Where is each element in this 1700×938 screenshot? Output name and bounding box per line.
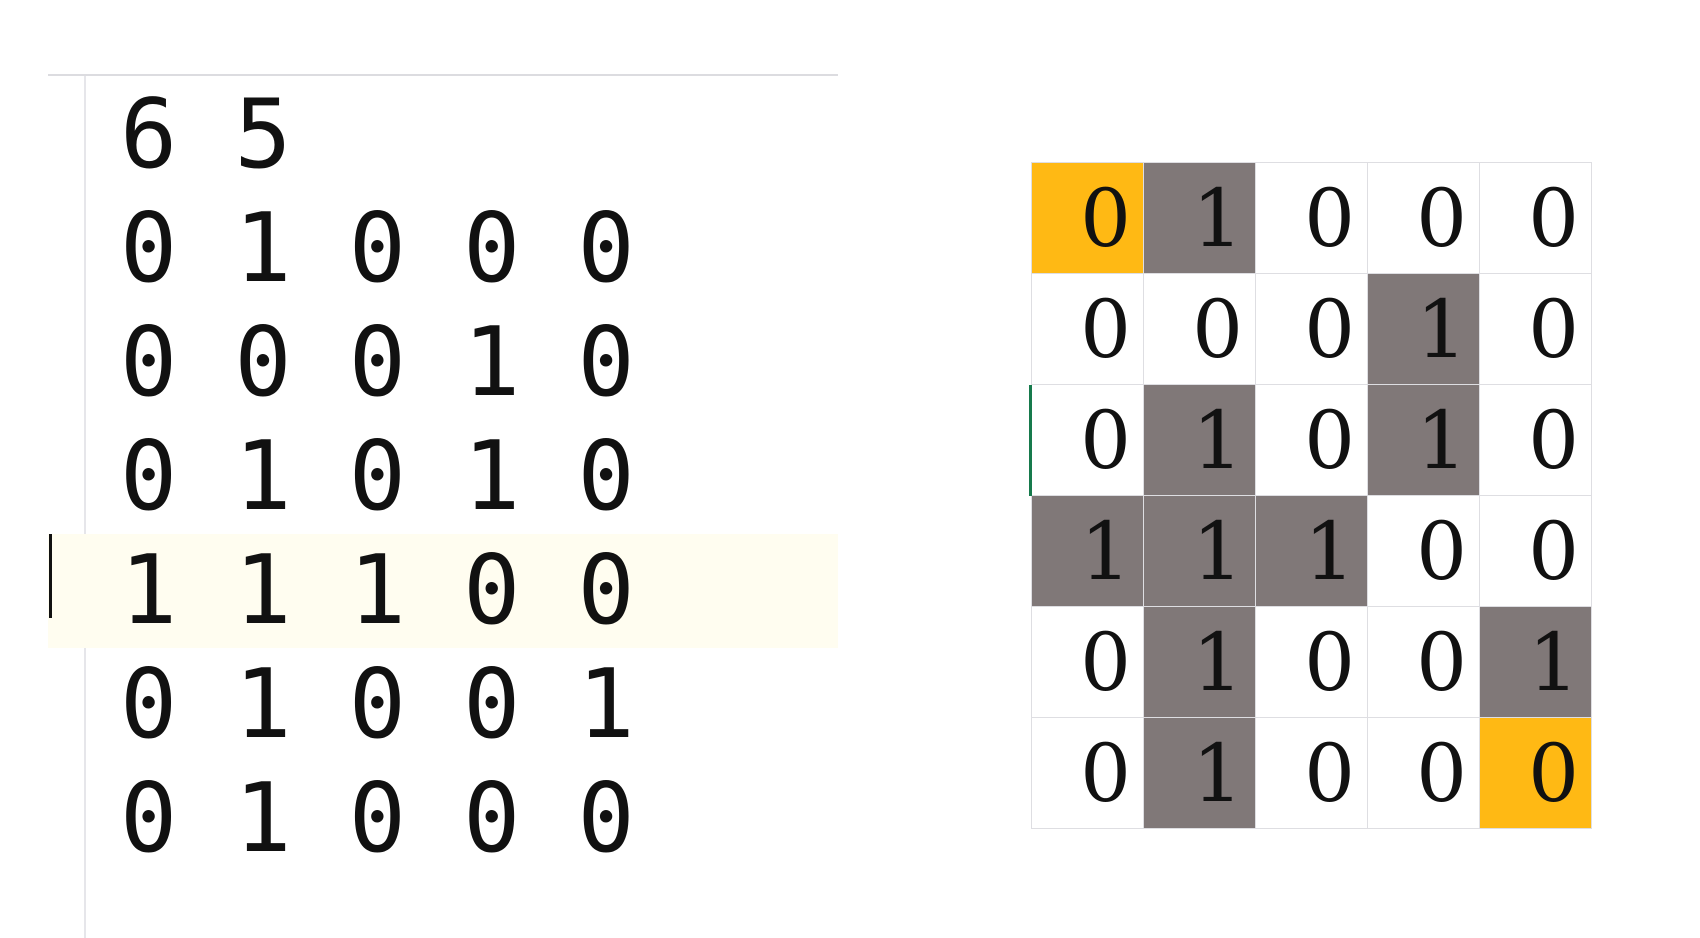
grid-cell[interactable]: 1: [1143, 717, 1256, 829]
grid-cell[interactable]: 0: [1367, 495, 1480, 607]
grid-cell[interactable]: 1: [1367, 384, 1480, 496]
grid-cell[interactable]: 0: [1479, 384, 1592, 496]
text-caret: [49, 534, 52, 618]
line-text: 1 1 1 0 0: [120, 536, 635, 646]
editor-line[interactable]: 0 1 0 0 0: [48, 762, 838, 876]
grid-cell[interactable]: 0: [1031, 162, 1144, 274]
grid-cell[interactable]: 0: [1479, 273, 1592, 385]
editor-gutter: [84, 76, 86, 938]
grid-cell[interactable]: 1: [1367, 273, 1480, 385]
editor-line[interactable]: 1 1 1 0 0: [48, 534, 838, 648]
grid-cell[interactable]: 0: [1255, 273, 1368, 385]
cell-selection-indicator: [1029, 385, 1032, 496]
grid-cell[interactable]: 0: [1367, 717, 1480, 829]
grid-cell[interactable]: 0: [1031, 606, 1144, 718]
line-text: 0 0 0 1 0: [120, 308, 635, 418]
editor-line[interactable]: 6 5: [48, 78, 838, 192]
grid-cell[interactable]: 0: [1479, 717, 1592, 829]
grid-cell[interactable]: 0: [1143, 273, 1256, 385]
grid-cell[interactable]: 1: [1143, 495, 1256, 607]
grid-cell[interactable]: 0: [1255, 162, 1368, 274]
editor-line[interactable]: 0 1 0 0 1: [48, 648, 838, 762]
grid-cell[interactable]: 0: [1367, 606, 1480, 718]
editor-line[interactable]: 0 1 0 0 0: [48, 192, 838, 306]
line-text: 0 1 0 0 0: [120, 194, 635, 304]
grid-cell[interactable]: 0: [1255, 606, 1368, 718]
grid-cell[interactable]: 1: [1143, 162, 1256, 274]
grid-cell[interactable]: 0: [1255, 384, 1368, 496]
grid-cell[interactable]: 1: [1255, 495, 1368, 607]
grid-cell[interactable]: 1: [1143, 606, 1256, 718]
grid-cell[interactable]: 0: [1479, 495, 1592, 607]
grid-cell[interactable]: 0: [1031, 384, 1144, 496]
grid-cell[interactable]: 1: [1479, 606, 1592, 718]
editor-line[interactable]: 0 0 0 1 0: [48, 306, 838, 420]
grid-cell[interactable]: 1: [1031, 495, 1144, 607]
grid-cell[interactable]: 1: [1143, 384, 1256, 496]
line-text: 6 5: [120, 80, 292, 190]
grid-cell[interactable]: 0: [1479, 162, 1592, 274]
editor-line[interactable]: 0 1 0 1 0: [48, 420, 838, 534]
grid-cell[interactable]: 0: [1367, 162, 1480, 274]
line-text: 0 1 0 0 1: [120, 650, 635, 760]
grid-cell[interactable]: 0: [1031, 273, 1144, 385]
line-text: 0 1 0 0 0: [120, 764, 635, 874]
line-text: 0 1 0 1 0: [120, 422, 635, 532]
grid-cell[interactable]: 0: [1031, 717, 1144, 829]
grid-cell[interactable]: 0: [1255, 717, 1368, 829]
